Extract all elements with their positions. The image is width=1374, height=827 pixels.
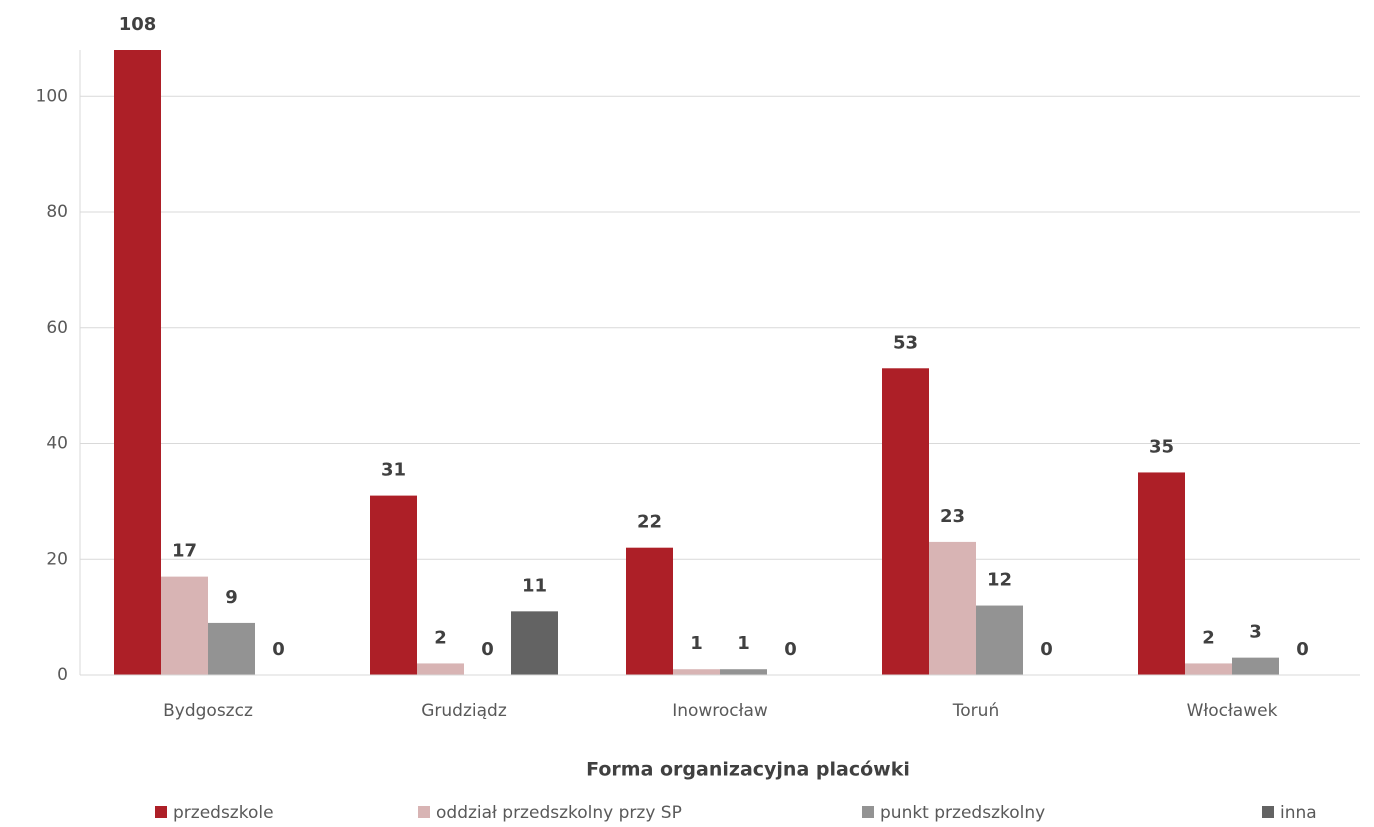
legend-swatch bbox=[418, 806, 430, 818]
y-tick-label: 0 bbox=[57, 665, 68, 685]
bar bbox=[161, 576, 208, 675]
data-label: 0 bbox=[1040, 639, 1053, 660]
legend-label: przedszkole bbox=[173, 803, 274, 823]
bar bbox=[1185, 663, 1232, 675]
bar bbox=[1138, 472, 1185, 675]
y-tick-label: 100 bbox=[36, 86, 68, 106]
bar bbox=[370, 495, 417, 675]
data-label: 3 bbox=[1249, 622, 1262, 643]
data-label: 0 bbox=[481, 639, 494, 660]
data-label: 2 bbox=[1202, 627, 1215, 648]
data-label: 23 bbox=[940, 506, 965, 527]
data-label: 108 bbox=[119, 14, 157, 35]
data-label: 0 bbox=[272, 639, 285, 660]
data-label: 2 bbox=[434, 627, 447, 648]
legend-label: oddział przedszkolny przy SP bbox=[436, 803, 682, 823]
x-tick-label: Włocławek bbox=[1187, 701, 1278, 721]
legend-swatch bbox=[1262, 806, 1274, 818]
bar bbox=[208, 622, 255, 675]
data-label: 53 bbox=[893, 332, 918, 353]
bar bbox=[976, 605, 1023, 675]
data-label: 17 bbox=[172, 541, 197, 562]
y-tick-label: 40 bbox=[46, 434, 68, 454]
bar bbox=[720, 669, 767, 675]
legend-swatch bbox=[862, 806, 874, 818]
x-tick-label: Toruń bbox=[952, 701, 999, 721]
data-label: 9 bbox=[225, 587, 238, 608]
data-label: 31 bbox=[381, 460, 406, 481]
bar bbox=[626, 547, 673, 675]
data-label: 0 bbox=[784, 639, 797, 660]
bar bbox=[673, 669, 720, 675]
x-tick-label: Grudziądz bbox=[421, 701, 507, 721]
bar bbox=[511, 611, 558, 675]
bar bbox=[114, 50, 161, 675]
legend-label: inna bbox=[1280, 803, 1317, 823]
bar bbox=[1232, 657, 1279, 675]
data-label: 35 bbox=[1149, 436, 1174, 457]
y-tick-label: 20 bbox=[46, 549, 68, 569]
y-tick-label: 60 bbox=[46, 318, 68, 338]
bar bbox=[417, 663, 464, 675]
data-label: 1 bbox=[737, 633, 750, 654]
data-label: 22 bbox=[637, 512, 662, 533]
axis-title: Forma organizacyjna placówki bbox=[586, 759, 910, 781]
data-label: 1 bbox=[690, 633, 703, 654]
data-label: 12 bbox=[987, 570, 1012, 591]
data-label: 11 bbox=[522, 575, 547, 596]
y-tick-label: 80 bbox=[46, 202, 68, 222]
legend-swatch bbox=[155, 806, 167, 818]
bar bbox=[929, 541, 976, 675]
x-tick-label: Inowrocław bbox=[672, 701, 768, 721]
legend-label: punkt przedszkolny bbox=[880, 803, 1045, 823]
bar bbox=[882, 368, 929, 675]
x-tick-label: Bydgoszcz bbox=[163, 701, 253, 721]
data-label: 0 bbox=[1296, 639, 1309, 660]
